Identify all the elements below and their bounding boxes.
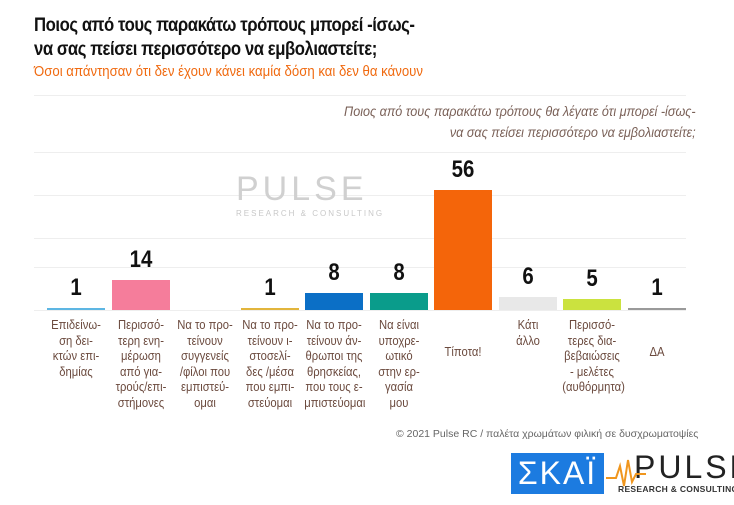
gridline [34,238,686,239]
bar [563,299,621,310]
data-label: 14 [129,246,152,273]
bar [47,307,105,310]
category-label: ΔΑ [648,345,665,359]
data-label: 8 [328,258,340,286]
pulse-logo-text: PULSE [634,449,734,485]
watermark-brand: PULSE [236,170,368,208]
bar [627,307,686,310]
data-label: 1 [263,273,276,301]
bar [111,280,170,310]
question-text: Ποιος από τους παρακάτω τρόπους θα λέγατ… [344,103,696,140]
category-label: Τίποτα! [444,345,482,359]
bar [305,292,363,310]
data-label: 1 [650,273,663,301]
data-label: 8 [392,258,405,286]
category-label: Να το προ- τείνουν άν- θρωποι της θρησκε… [304,318,366,410]
title-line-1: Ποιος από τους παρακάτω τρόπους μπορεί -… [34,15,415,36]
title-line-2: να σας πείσει περισσότερο να εμβολιαστεί… [34,39,377,60]
chart-title: Ποιος από τους παρακάτω τρόπους μπορεί -… [34,14,415,62]
pulse-logo-tagline: RESEARCH & CONSULTING [618,484,734,494]
category-label: Περισσό- τερη ενη- μέρωση από για- τρούς… [115,318,166,410]
category-label: Κάτι άλλο [515,318,540,348]
gridline [34,310,686,311]
data-label: 6 [521,263,534,291]
gridline [34,195,686,196]
category-label: Να είναι υποχρε- ωτικό στην ερ- γασία μο… [377,318,420,410]
data-label: 56 [451,156,475,183]
bar [240,307,299,310]
data-label: 5 [586,265,598,293]
copyright-footer: © 2021 Pulse RC / παλέτα χρωμάτων φιλική… [396,428,699,440]
pulse-logo: PULSE RESEARCH & CONSULTING [606,449,734,494]
category-label: Να το προ- τείνουν ι- στοσελί- δες /μέσα… [241,318,298,410]
gridline [34,152,686,153]
bar [498,297,557,310]
bar [369,292,428,310]
watermark-tagline: RESEARCH & CONSULTING [236,209,385,218]
category-label: Να το προ- τείνουν συγγενείς /φίλοι που … [177,318,233,410]
skai-logo: ΣΚΑΪ [511,453,604,494]
category-label: Επιδείνω- ση δει- κτών επι- δημίας [51,318,101,379]
data-label: 1 [70,273,82,301]
gridline [34,95,686,96]
pulse-wave-icon [606,459,646,487]
gridline [34,267,686,268]
chart-subtitle: Όσοι απάντησαν ότι δεν έχουν κάνει καμία… [34,63,424,80]
pulse-watermark: PULSE RESEARCH & CONSULTING [236,170,384,218]
bar [434,190,492,310]
category-label: Περισσό- τερες δια- βεβαιώσεις - μελέτες… [562,318,625,394]
